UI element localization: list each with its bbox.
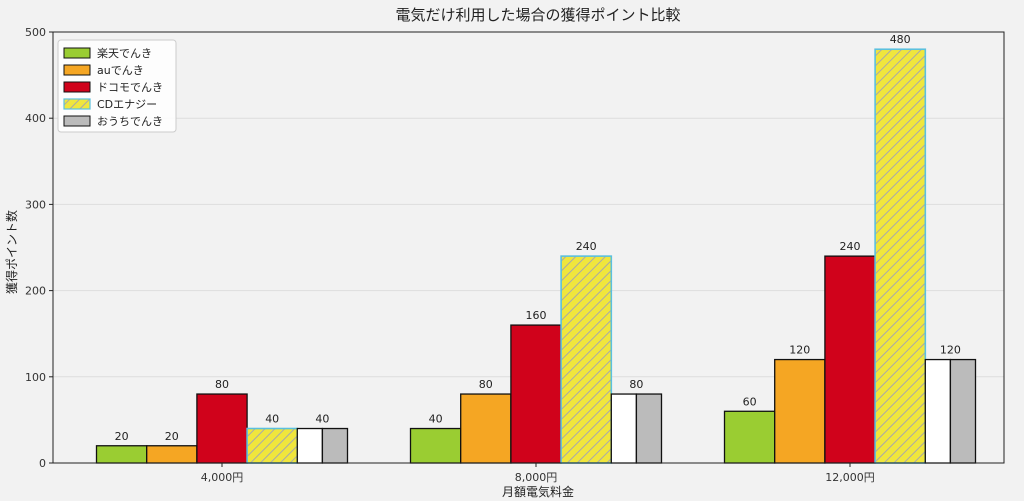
bar — [321, 427, 349, 464]
y-tick-label: 0 — [39, 457, 46, 470]
legend-swatch — [63, 81, 91, 93]
data-label: 40 — [265, 413, 279, 426]
plot-frame — [52, 31, 1005, 464]
data-label: 80 — [215, 378, 229, 391]
bar — [146, 445, 198, 464]
bar — [774, 358, 826, 464]
data-label: 160 — [526, 309, 547, 322]
legend-label: auでんき — [97, 64, 144, 77]
y-tick-label: 200 — [25, 285, 46, 298]
bar — [723, 410, 776, 464]
data-label: 40 — [315, 413, 329, 426]
x-axis-title: 月額電気料金 — [502, 484, 574, 499]
legend-label: おうちでんき — [97, 115, 163, 128]
bar — [409, 427, 462, 464]
bar — [510, 324, 562, 464]
x-tick-label: 12,000円 — [825, 471, 875, 484]
legend-swatch — [63, 47, 91, 59]
data-label: 80 — [629, 378, 643, 391]
bar — [196, 393, 248, 464]
bar-left-half — [924, 358, 952, 464]
bar — [246, 427, 299, 464]
data-label: 20 — [165, 430, 179, 443]
data-label: 40 — [429, 413, 443, 426]
bar — [874, 48, 927, 464]
bar — [824, 255, 876, 464]
x-axis-ticks: 4,000円 8,000円 12,000円 — [201, 463, 875, 484]
legend-swatch — [63, 115, 91, 127]
y-tick-label: 100 — [25, 371, 46, 384]
data-label: 480 — [890, 33, 911, 46]
data-label: 240 — [840, 240, 861, 253]
y-tick-label: 400 — [25, 112, 46, 125]
bar — [460, 393, 512, 464]
y-tick-label: 500 — [25, 26, 46, 39]
legend-label: ドコモでんき — [97, 81, 163, 94]
bar — [560, 255, 613, 464]
x-tick-label: 8,000円 — [515, 471, 558, 484]
data-label: 120 — [789, 344, 810, 357]
data-label: 240 — [576, 240, 597, 253]
legend-label: CDエナジー — [97, 98, 157, 111]
legend-swatch — [63, 64, 91, 76]
data-label: 60 — [743, 395, 757, 408]
legend-swatch — [63, 98, 91, 110]
data-labels-group: 20 20 80 40 40 40 80 160 240 80 60 120 240 480 120 — [115, 33, 961, 443]
bar — [635, 393, 663, 464]
bar-series-group — [95, 48, 977, 464]
x-tick-label: 4,000円 — [201, 471, 244, 484]
bar-left-half — [296, 427, 324, 464]
data-label: 120 — [940, 344, 961, 357]
y-tick-label: 300 — [25, 198, 46, 211]
y-axis-title: 獲得ポイント数 — [4, 210, 19, 294]
bar — [95, 445, 148, 464]
legend-label: 楽天でんき — [97, 47, 152, 60]
data-label: 20 — [115, 430, 129, 443]
bar-left-half — [610, 393, 638, 464]
data-label: 80 — [479, 378, 493, 391]
bar — [949, 358, 977, 464]
y-axis-ticks: 0 100 200 300 400 500 — [25, 26, 53, 470]
chart-title: 電気だけ利用した場合の獲得ポイント比較 — [395, 6, 680, 24]
